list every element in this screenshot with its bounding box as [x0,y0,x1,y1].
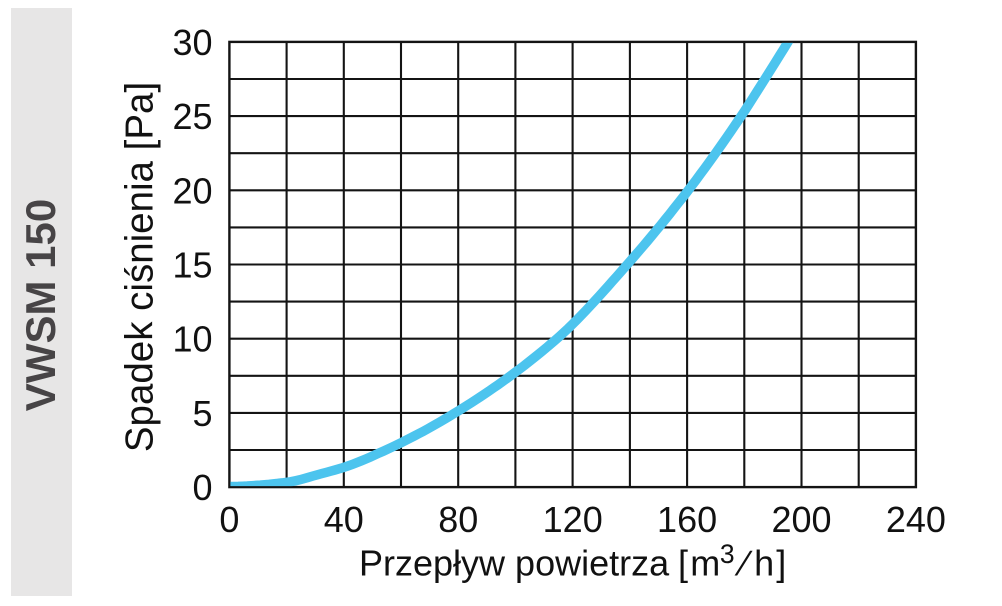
svg-text:5: 5 [192,393,212,434]
svg-text:Spadek ciśnienia [Pa]: Spadek ciśnienia [Pa] [118,82,161,452]
svg-text:[m3∕h]: [m3 ∕ h] [678,539,789,584]
svg-text:20: 20 [172,170,212,211]
svg-text:120: 120 [543,499,603,540]
svg-text:40: 40 [324,499,364,540]
svg-text:30: 30 [172,22,212,63]
svg-text:10: 10 [172,319,212,360]
svg-text:Przepływ powietrza: Przepływ powietrza [359,543,670,584]
svg-text:200: 200 [771,499,831,540]
svg-text:25: 25 [172,96,212,137]
svg-text:240: 240 [886,499,946,540]
svg-text:0: 0 [192,467,212,508]
svg-text:80: 80 [438,499,478,540]
svg-text:VWSM 150: VWSM 150 [17,199,64,411]
svg-text:160: 160 [657,499,717,540]
svg-text:0: 0 [219,499,239,540]
svg-text:15: 15 [172,245,212,286]
